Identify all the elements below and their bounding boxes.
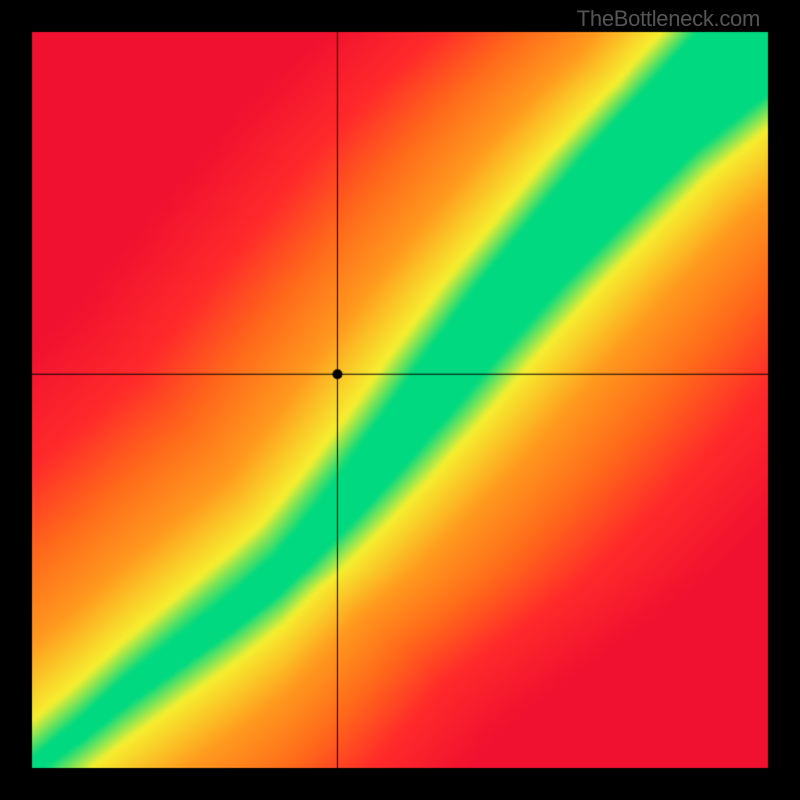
attribution-label: TheBottleneck.com	[577, 6, 760, 32]
bottleneck-heatmap	[0, 0, 800, 800]
chart-container: TheBottleneck.com	[0, 0, 800, 800]
